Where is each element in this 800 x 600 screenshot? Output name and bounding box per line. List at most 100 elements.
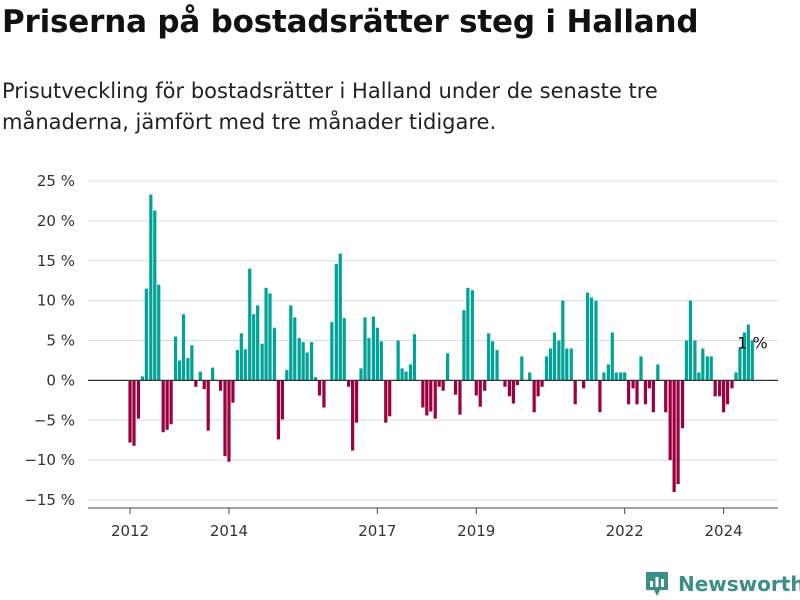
bar xyxy=(198,371,202,381)
bar xyxy=(347,380,351,387)
bar xyxy=(322,380,326,408)
bar xyxy=(734,372,738,381)
bar xyxy=(289,305,293,381)
y-tick-label: −5 % xyxy=(34,411,75,429)
bar xyxy=(371,316,376,381)
bar xyxy=(462,310,466,381)
bar xyxy=(293,317,297,381)
y-tick-label: 25 % xyxy=(37,172,75,190)
bar xyxy=(169,380,173,425)
x-tick-label: 2014 xyxy=(210,522,248,540)
bar xyxy=(515,380,519,386)
y-tick-label: −15 % xyxy=(24,491,75,509)
x-tick-label: 2012 xyxy=(111,522,149,540)
bar xyxy=(276,380,281,440)
bar xyxy=(684,340,689,381)
bar xyxy=(177,360,182,381)
bar xyxy=(721,380,726,413)
brand-name: Newsworthy xyxy=(678,572,800,596)
bar xyxy=(709,356,713,381)
bar xyxy=(441,380,445,391)
bar xyxy=(573,380,577,405)
bar xyxy=(705,356,709,381)
bar xyxy=(309,342,314,381)
bar xyxy=(483,380,487,391)
bar xyxy=(445,353,450,381)
bar xyxy=(746,324,750,381)
bar xyxy=(425,380,429,416)
bar xyxy=(342,318,346,381)
y-tick-label: −10 % xyxy=(24,451,75,469)
bar xyxy=(589,297,594,381)
bar xyxy=(248,268,252,381)
bar xyxy=(697,372,701,381)
bar xyxy=(218,380,223,391)
bar xyxy=(656,364,660,381)
bar xyxy=(544,356,549,381)
bar xyxy=(153,210,157,381)
bar xyxy=(252,314,256,381)
bar xyxy=(598,380,602,413)
bar xyxy=(396,340,400,381)
bar xyxy=(680,380,685,429)
bar xyxy=(668,380,672,461)
bar xyxy=(701,348,705,381)
bar xyxy=(404,371,408,381)
bar xyxy=(375,327,379,381)
bar xyxy=(132,380,136,446)
bar xyxy=(635,380,639,405)
bar xyxy=(338,253,342,381)
newsworthy-brand[interactable]: Newsworthy xyxy=(644,568,800,600)
bar xyxy=(520,356,524,381)
gridlines xyxy=(88,180,778,501)
bar xyxy=(619,372,623,381)
bar xyxy=(429,380,433,412)
y-tick-label: 0 % xyxy=(46,371,75,389)
bar xyxy=(144,288,148,381)
bar xyxy=(363,317,367,381)
bar xyxy=(470,290,474,381)
bar xyxy=(181,314,186,381)
bar xyxy=(507,380,512,397)
x-axis-ticks: 2012 2014 2017 2019 2022 2024 xyxy=(111,508,743,540)
bar xyxy=(511,380,515,404)
bar xyxy=(272,327,277,381)
bar xyxy=(202,380,206,390)
bar xyxy=(548,348,553,381)
bar xyxy=(379,341,383,381)
bar xyxy=(651,380,655,413)
bar xyxy=(478,380,482,407)
bar xyxy=(260,343,264,381)
bar xyxy=(190,345,194,381)
bar xyxy=(186,358,190,381)
bar xyxy=(433,380,437,419)
bar xyxy=(585,292,590,381)
bar xyxy=(672,380,676,493)
bar xyxy=(643,380,648,405)
newsworthy-logo-icon xyxy=(646,572,668,596)
bar xyxy=(676,380,680,485)
bar xyxy=(231,380,235,403)
bar xyxy=(631,380,635,389)
bar xyxy=(194,380,198,387)
x-tick-label: 2022 xyxy=(606,522,644,540)
bar xyxy=(359,368,363,381)
bar xyxy=(239,333,243,381)
bar xyxy=(738,348,742,381)
bar xyxy=(136,380,141,419)
bar xyxy=(639,356,643,381)
bar xyxy=(540,380,544,387)
bar xyxy=(211,367,215,381)
bar xyxy=(561,300,565,381)
bar xyxy=(582,380,586,389)
bar xyxy=(400,368,404,381)
bar xyxy=(334,263,338,381)
bar xyxy=(264,287,268,381)
bar xyxy=(297,338,301,381)
bar xyxy=(495,350,499,381)
bar xyxy=(627,380,631,405)
bar xyxy=(664,380,668,413)
bar xyxy=(354,380,359,423)
bar xyxy=(330,322,334,381)
bar xyxy=(532,380,536,413)
